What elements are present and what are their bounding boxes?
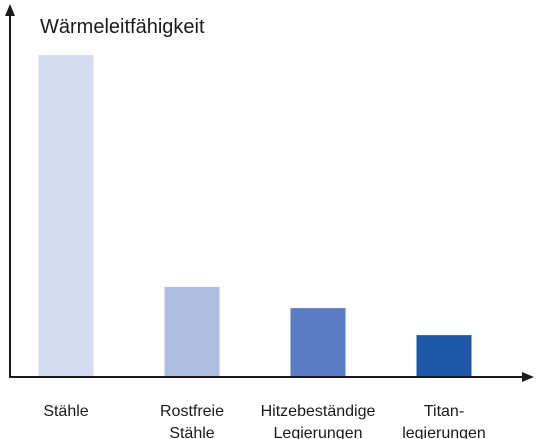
- bar: [416, 335, 472, 377]
- x-tick-label: Rostfreie Stähle: [160, 403, 224, 439]
- x-tick-label-line: Rostfreie: [160, 403, 224, 420]
- x-tick-label-line: Stähle: [43, 403, 88, 420]
- x-tick-label: Titan-legierungen: [402, 403, 486, 439]
- x-tick-label-line: Hitzebeständige: [261, 403, 376, 420]
- x-tick-label: Stähle: [43, 403, 88, 420]
- x-tick-label: Hitzebeständige Legierungen: [261, 403, 376, 439]
- chart-title: Wärmeleitfähigkeit: [40, 16, 205, 38]
- x-axis-arrow: [522, 372, 534, 382]
- x-tick-label-line: Titan-: [424, 403, 464, 420]
- y-axis-arrow: [5, 4, 15, 16]
- bar: [164, 286, 220, 377]
- x-tick-label-line: Legierungen: [274, 425, 363, 439]
- x-tick-label-line: legierungen: [402, 425, 486, 439]
- bar: [38, 55, 94, 377]
- bar: [290, 308, 346, 377]
- x-tick-label-line: Stähle: [169, 425, 214, 439]
